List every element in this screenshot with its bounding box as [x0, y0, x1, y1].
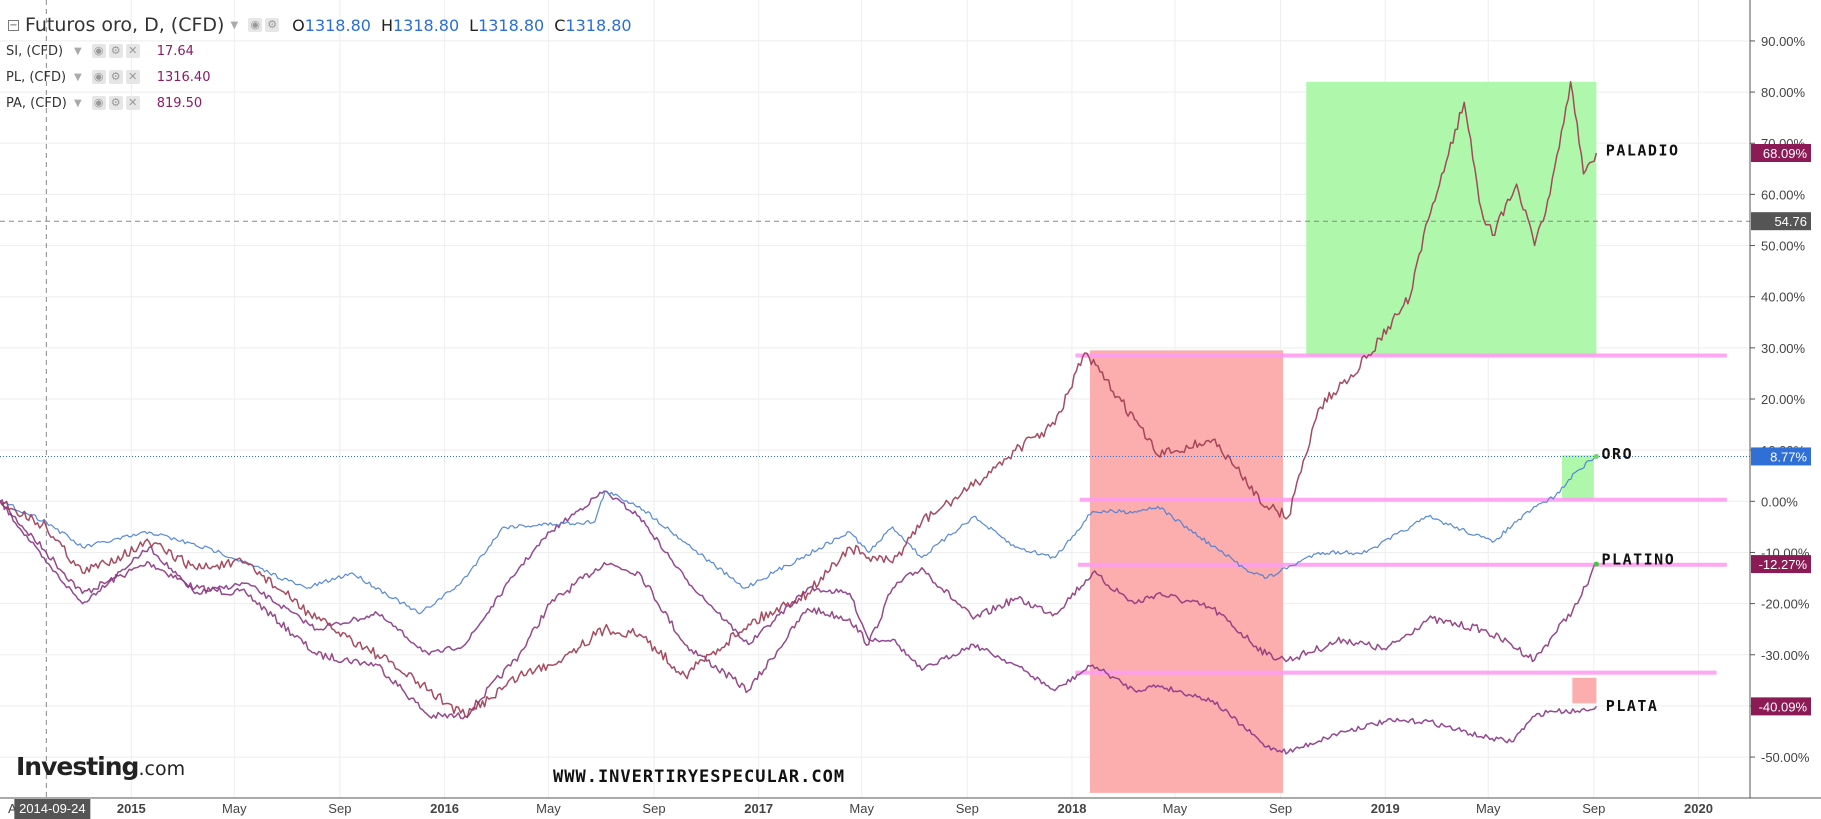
platinum-last-price-label-bg	[1751, 555, 1811, 574]
series-line-oro	[0, 455, 1597, 615]
price-axis-label: 40.00%	[1761, 290, 1806, 305]
time-axis-label: 2016	[430, 801, 459, 816]
legend-sub-row-pa: PA, (CFD) ▼ ◉ ⚙ ✕ 819.50	[6, 90, 632, 116]
sub-series-value: 1316.40	[156, 69, 211, 85]
sub-series-value: 17.64	[156, 43, 194, 59]
time-axis-label: 2017	[744, 801, 773, 816]
website-watermark: WWW.INVERTIRYESPECULAR.COM	[553, 767, 846, 787]
silver-last-price-label: -40.09%	[1759, 699, 1808, 714]
chevron-down-icon[interactable]: ▼	[74, 97, 82, 109]
price-axis-label: -20.00%	[1761, 597, 1810, 612]
eye-icon[interactable]: ◉	[248, 18, 263, 32]
gear-icon[interactable]: ⚙	[108, 96, 123, 110]
eye-icon[interactable]: ◉	[91, 70, 106, 84]
gear-icon[interactable]: ⚙	[108, 70, 123, 84]
series-line-paladio	[0, 81, 1598, 719]
silver-last-price-label-bg	[1751, 697, 1811, 716]
crosshair-price-label: 54.76	[1774, 214, 1807, 229]
price-axis-label: 90.00%	[1761, 34, 1806, 49]
time-axis-label: Sep	[642, 801, 665, 816]
price-axis-label: 0.00%	[1761, 494, 1798, 509]
price-axis-label: 60.00%	[1761, 187, 1806, 202]
time-axis-label: Sep	[1582, 801, 1605, 816]
highlight-zone-green	[1562, 455, 1594, 500]
time-axis-label: 2015	[117, 801, 146, 816]
time-axis-bg	[0, 798, 1821, 819]
low-value: L1318.80	[469, 15, 545, 35]
series-end-marker	[1593, 453, 1599, 459]
series-annotation-label: ORO	[1602, 445, 1634, 463]
close-icon[interactable]: ✕	[125, 44, 140, 58]
close-value: C1318.80	[554, 15, 632, 35]
price-axis-label: 30.00%	[1761, 341, 1806, 356]
crosshair-date-bg	[14, 799, 91, 819]
series-legend: − Futuros oro, D, (CFD) ▼ ◉ ⚙ O1318.80 H…	[6, 12, 632, 116]
legend-sub-row-si: SI, (CFD) ▼ ◉ ⚙ ✕ 17.64	[6, 38, 632, 64]
series-annotation-label: PALADIO	[1606, 141, 1680, 159]
chevron-down-icon[interactable]: ▼	[230, 19, 239, 31]
price-axis-label: -50.00%	[1761, 750, 1810, 765]
time-axis-label: 2018	[1058, 801, 1087, 816]
time-axis-label: May	[536, 801, 561, 816]
chevron-down-icon[interactable]: ▼	[74, 71, 82, 83]
sub-series-title[interactable]: PL, (CFD)	[6, 69, 67, 85]
time-axis-label: 2019	[1371, 801, 1400, 816]
price-axis-label: 20.00%	[1761, 392, 1806, 407]
highlight-zone-red	[1089, 350, 1284, 793]
open-value: O1318.80	[292, 15, 371, 35]
gear-icon[interactable]: ⚙	[265, 18, 280, 32]
palladium-last-price-label: 68.09%	[1763, 146, 1808, 161]
high-value: H1318.80	[380, 15, 460, 35]
gear-icon[interactable]: ⚙	[108, 44, 123, 58]
sub-series-title[interactable]: SI, (CFD)	[6, 43, 64, 59]
price-axis-bg	[1750, 0, 1821, 819]
time-axis-label: May	[849, 801, 874, 816]
time-axis-label: Sep	[328, 801, 351, 816]
price-axis-label: -30.00%	[1761, 648, 1810, 663]
highlight-zone-green	[1306, 81, 1597, 356]
highlight-zone-red	[1572, 677, 1597, 704]
close-icon[interactable]: ✕	[125, 96, 140, 110]
time-axis-label: Sep	[956, 801, 979, 816]
close-icon[interactable]: ✕	[125, 70, 140, 84]
price-axis-label: 50.00%	[1761, 239, 1806, 254]
collapse-icon[interactable]: −	[8, 19, 19, 31]
gold-last-price-label-bg	[1751, 447, 1811, 466]
series-line-plata	[0, 490, 1597, 755]
time-axis-label: May	[1476, 801, 1501, 816]
eye-icon[interactable]: ◉	[91, 96, 106, 110]
gold-last-price-label: 8.77%	[1770, 449, 1807, 464]
investing-logo: Investing.com	[16, 752, 186, 781]
eye-icon[interactable]: ◉	[91, 44, 106, 58]
sub-series-value: 819.50	[156, 95, 203, 111]
platinum-last-price-label: -12.27%	[1759, 557, 1808, 572]
series-end-marker	[1593, 561, 1599, 567]
crosshair-date-label: 2014-09-24	[19, 801, 86, 816]
main-series-title[interactable]: Futuros oro, D, (CFD)	[25, 14, 225, 36]
series-annotation-label: PLATINO	[1602, 551, 1676, 569]
series-line-platino	[0, 499, 1597, 720]
time-axis-label: Sep	[1269, 801, 1292, 816]
legend-main-row: − Futuros oro, D, (CFD) ▼ ◉ ⚙ O1318.80 H…	[8, 12, 632, 38]
legend-sub-row-pl: PL, (CFD) ▼ ◉ ⚙ ✕ 1316.40	[6, 64, 632, 90]
sub-series-title[interactable]: PA, (CFD)	[6, 95, 67, 111]
time-axis-label: 2020	[1684, 801, 1713, 816]
palladium-last-price-label-bg	[1751, 144, 1811, 163]
price-axis-label: 80.00%	[1761, 85, 1806, 100]
chevron-down-icon[interactable]: ▼	[74, 45, 82, 57]
time-axis-label: May	[1163, 801, 1188, 816]
time-axis-label: May	[222, 801, 247, 816]
series-annotation-label: PLATA	[1606, 697, 1659, 715]
crosshair-price-label-bg	[1751, 212, 1811, 231]
